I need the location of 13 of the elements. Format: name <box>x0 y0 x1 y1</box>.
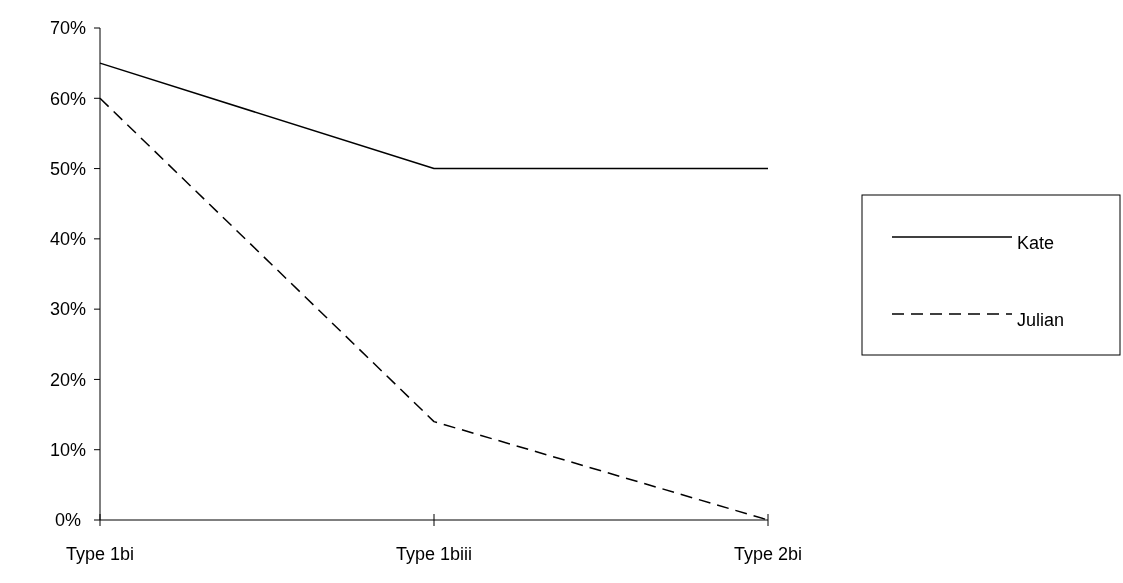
y-tick-label: 30% <box>49 299 87 320</box>
y-tick-label: 10% <box>49 440 87 461</box>
y-tick-label: 20% <box>49 369 87 390</box>
y-tick-label: 70% <box>49 18 87 39</box>
text: Kate <box>1017 233 1055 253</box>
y-tick-label: 50% <box>49 158 87 179</box>
text: Julian <box>1017 310 1065 330</box>
y-tick-label: 40% <box>49 229 87 250</box>
y-tick-label: 60% <box>49 88 87 109</box>
x-tick-label: Type 1bi <box>65 544 135 564</box>
y-tick-label: 0% <box>54 510 82 531</box>
x-tick-label: Type 2bi <box>733 544 803 564</box>
x-tick-label: Type 1biii <box>395 544 473 564</box>
